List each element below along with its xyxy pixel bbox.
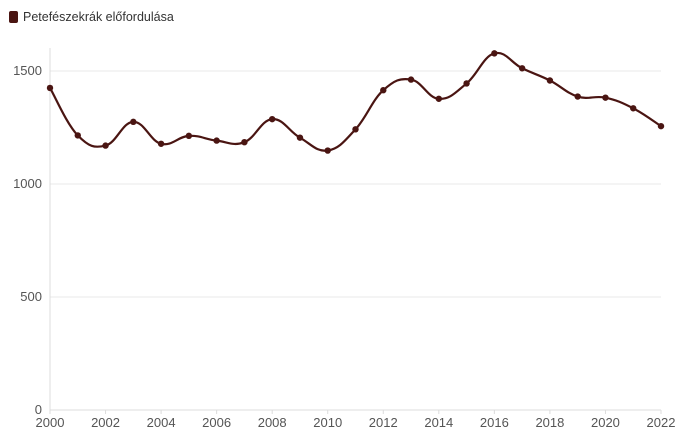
data-point xyxy=(352,126,359,133)
grid-lines xyxy=(50,70,661,298)
series-line xyxy=(49,51,662,152)
data-point xyxy=(46,84,54,92)
data-point xyxy=(157,140,165,147)
x-tick-label: 2018 xyxy=(535,415,564,430)
y-tick-label: 0 xyxy=(35,402,42,417)
y-tick-label: 1500 xyxy=(13,63,42,78)
data-point xyxy=(74,132,81,139)
x-tick-label: 2004 xyxy=(147,415,176,430)
data-point xyxy=(185,132,193,140)
x-tick-label: 2010 xyxy=(313,415,342,430)
data-point xyxy=(463,80,470,87)
x-tick-label: 2020 xyxy=(591,415,620,430)
legend-label: Petefészekrák előfordulása xyxy=(23,10,174,24)
data-point xyxy=(102,142,109,149)
x-tick-label: 2002 xyxy=(91,415,120,430)
x-tick-label: 2000 xyxy=(36,415,65,430)
x-axis-ticks: 2000 2002 2004 2006 2008 2010 2012 2014 2016 2018… xyxy=(36,410,676,430)
x-tick-label: 2008 xyxy=(258,415,287,430)
x-tick-label: 2012 xyxy=(369,415,398,430)
x-tick-label: 2006 xyxy=(202,415,231,430)
data-point xyxy=(491,50,498,57)
data-point xyxy=(380,87,387,94)
legend: Petefészekrák előfordulása xyxy=(9,10,174,24)
data-point xyxy=(296,134,304,141)
data-point xyxy=(435,95,443,102)
data-point xyxy=(602,94,609,101)
data-point xyxy=(574,93,581,100)
y-tick-label: 1000 xyxy=(13,176,42,191)
data-point xyxy=(546,77,554,84)
data-point xyxy=(630,105,637,112)
y-axis-ticks: 0 500 1000 1500 xyxy=(13,63,42,417)
data-point xyxy=(407,76,415,83)
y-tick-label: 500 xyxy=(20,289,42,304)
legend-swatch xyxy=(9,11,18,23)
data-point xyxy=(518,65,526,72)
x-tick-label: 2016 xyxy=(480,415,509,430)
data-point xyxy=(324,147,331,154)
data-point xyxy=(130,118,137,126)
data-point xyxy=(657,122,665,130)
data-point xyxy=(241,138,248,146)
data-points xyxy=(46,50,665,154)
x-tick-label: 2022 xyxy=(647,415,676,430)
x-tick-label: 2014 xyxy=(424,415,453,430)
data-point xyxy=(213,137,220,144)
data-point xyxy=(268,115,276,123)
